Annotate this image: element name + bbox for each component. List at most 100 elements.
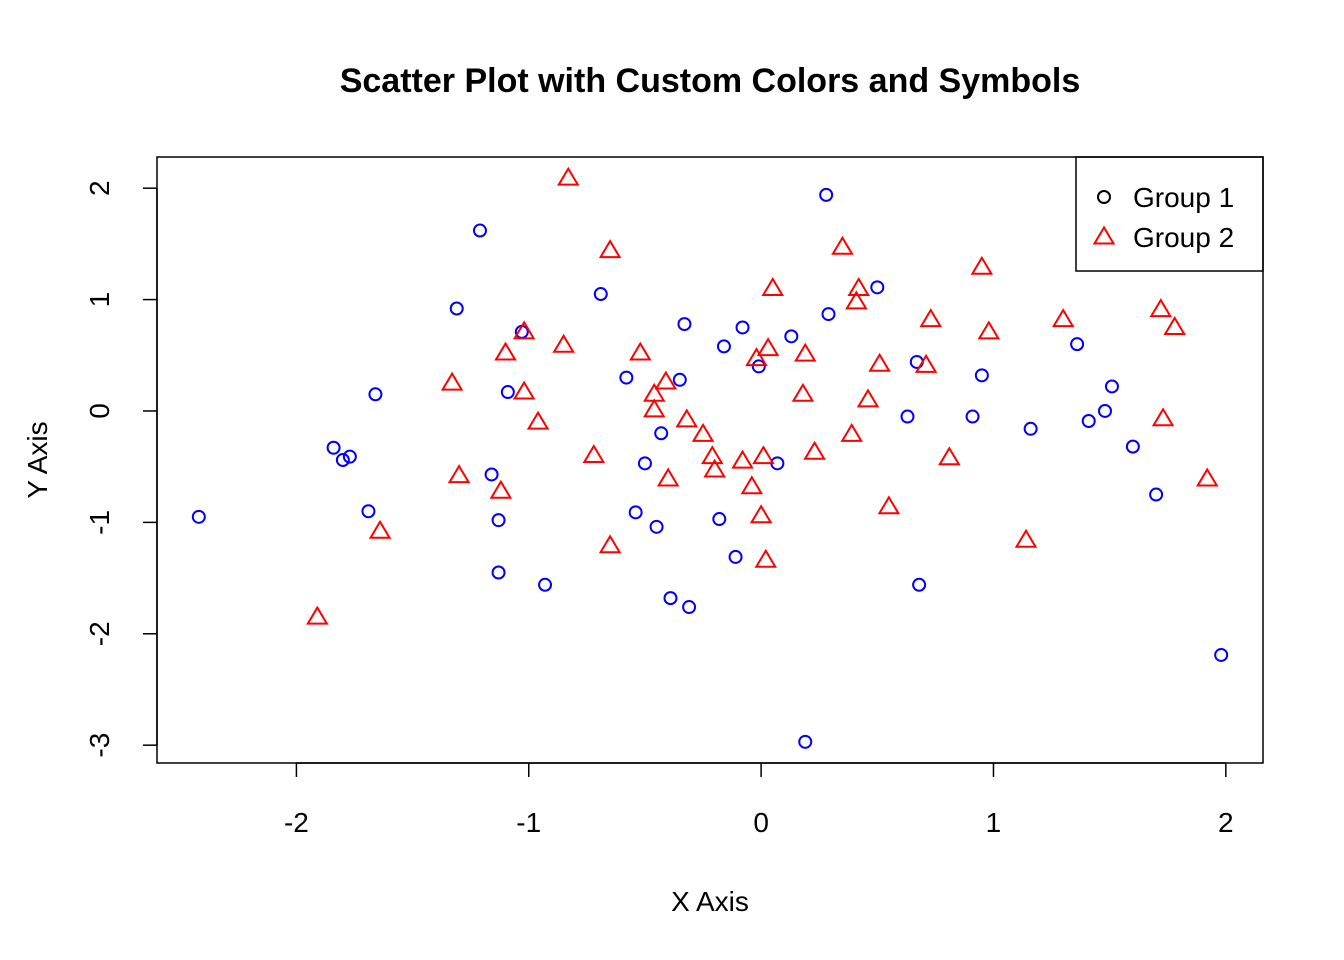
data-point-group-1 — [821, 307, 836, 322]
data-point-group-1 — [491, 565, 506, 580]
data-point-group-2 — [1151, 407, 1175, 427]
data-point-group-1 — [335, 453, 350, 467]
legend-marker-1 — [1097, 190, 1111, 204]
data-point-group-2 — [794, 342, 817, 362]
x-axis: -2 -1 0 1 2 — [284, 762, 1234, 838]
plot-frame — [156, 156, 1264, 764]
data-point-group-1 — [1070, 337, 1085, 352]
data-point-group-1 — [974, 368, 989, 383]
data-point-group-1 — [712, 512, 727, 527]
data-point-group-2 — [642, 398, 666, 418]
data-point-group-1 — [735, 320, 750, 335]
data-point-group-2 — [691, 422, 715, 442]
data-point-group-2 — [701, 445, 724, 465]
data-point-group-2 — [629, 341, 652, 361]
x-tick-label: 2 — [1218, 807, 1234, 838]
data-point-group-1 — [649, 519, 664, 534]
data-point-group-1 — [191, 509, 206, 524]
data-point-group-1 — [1023, 421, 1038, 436]
data-point-group-2 — [831, 235, 854, 255]
data-points — [191, 166, 1229, 749]
data-point-group-1 — [819, 187, 834, 202]
data-point-group-2 — [598, 239, 622, 259]
data-point-group-1 — [784, 329, 799, 344]
data-point-group-1 — [619, 370, 634, 385]
data-point-group-1 — [326, 440, 341, 455]
data-point-group-2 — [654, 370, 678, 390]
data-point-group-2 — [557, 166, 580, 186]
data-point-group-2 — [977, 320, 1001, 340]
data-point-group-2 — [512, 320, 536, 340]
legend-marker-2 — [1092, 225, 1116, 245]
data-point-group-2 — [526, 410, 550, 430]
data-point-group-2 — [1149, 298, 1173, 318]
data-point-group-2 — [756, 337, 780, 357]
data-point-group-1 — [500, 385, 515, 400]
legend-box — [1075, 156, 1264, 272]
data-point-group-2 — [731, 449, 754, 469]
data-point-group-2 — [919, 308, 942, 328]
data-point-group-2 — [803, 440, 826, 460]
data-point-group-1 — [368, 387, 383, 402]
data-point-group-1 — [728, 549, 743, 564]
data-point-group-2 — [306, 605, 329, 625]
data-point-group-1 — [484, 467, 499, 482]
data-point-group-2 — [740, 475, 764, 495]
data-point-group-2 — [512, 380, 536, 400]
data-point-group-1 — [538, 577, 553, 592]
data-point-group-2 — [582, 444, 606, 464]
data-point-group-1 — [1214, 647, 1229, 662]
x-tick-label: 0 — [753, 807, 769, 838]
data-point-group-2 — [368, 519, 392, 539]
x-tick-label: -2 — [284, 807, 309, 838]
data-point-group-1 — [654, 426, 669, 441]
y-tick-label: -1 — [84, 510, 115, 535]
data-point-group-1 — [1098, 403, 1112, 418]
chart-title: Scatter Plot with Custom Colors and Symb… — [340, 62, 1081, 100]
data-point-group-2 — [749, 504, 773, 524]
data-point-group-2 — [440, 371, 464, 391]
data-point-group-2 — [752, 445, 775, 465]
data-point-group-2 — [914, 353, 938, 373]
data-point-group-2 — [1195, 467, 1219, 487]
y-tick-label: -2 — [84, 621, 115, 646]
legend: Group 1 Group 2 — [1075, 156, 1264, 272]
data-point-group-1 — [900, 409, 915, 424]
data-point-group-1 — [361, 504, 376, 519]
data-point-group-2 — [761, 276, 784, 296]
data-point-group-1 — [449, 301, 464, 316]
x-tick-label: 1 — [986, 807, 1002, 838]
data-point-group-1 — [1081, 414, 1096, 429]
data-point-group-1 — [677, 317, 692, 332]
data-point-group-2 — [447, 464, 471, 484]
data-point-group-1 — [870, 280, 885, 295]
y-axis-label: Y Axis — [22, 421, 53, 498]
data-point-group-1 — [491, 513, 506, 528]
legend-label-2: Group 2 — [1133, 222, 1234, 253]
data-point-group-1 — [682, 600, 697, 615]
data-point-group-1 — [751, 359, 766, 374]
y-tick-label: 1 — [84, 292, 115, 308]
data-point-group-2 — [1051, 308, 1075, 328]
data-point-group-2 — [877, 495, 901, 515]
data-point-group-1 — [965, 409, 980, 424]
data-point-group-2 — [1014, 528, 1038, 548]
data-point-group-2 — [656, 467, 680, 487]
data-point-group-2 — [675, 408, 699, 428]
legend-label-1: Group 1 — [1133, 182, 1234, 213]
data-point-group-1 — [798, 734, 813, 749]
data-point-group-2 — [552, 333, 575, 353]
data-point-group-1 — [637, 456, 652, 471]
y-tick-label: -3 — [84, 733, 115, 758]
y-axis: -3 -2 -1 0 1 2 — [84, 180, 158, 758]
data-point-group-2 — [856, 388, 880, 408]
data-point-group-2 — [598, 534, 622, 554]
data-point-group-2 — [745, 347, 768, 367]
x-axis-label: X Axis — [671, 886, 749, 917]
data-point-group-2 — [840, 422, 863, 442]
data-point-group-2 — [791, 382, 815, 402]
x-tick-label: -1 — [516, 807, 541, 838]
data-point-group-2 — [938, 446, 961, 466]
data-point-group-2 — [845, 290, 868, 310]
